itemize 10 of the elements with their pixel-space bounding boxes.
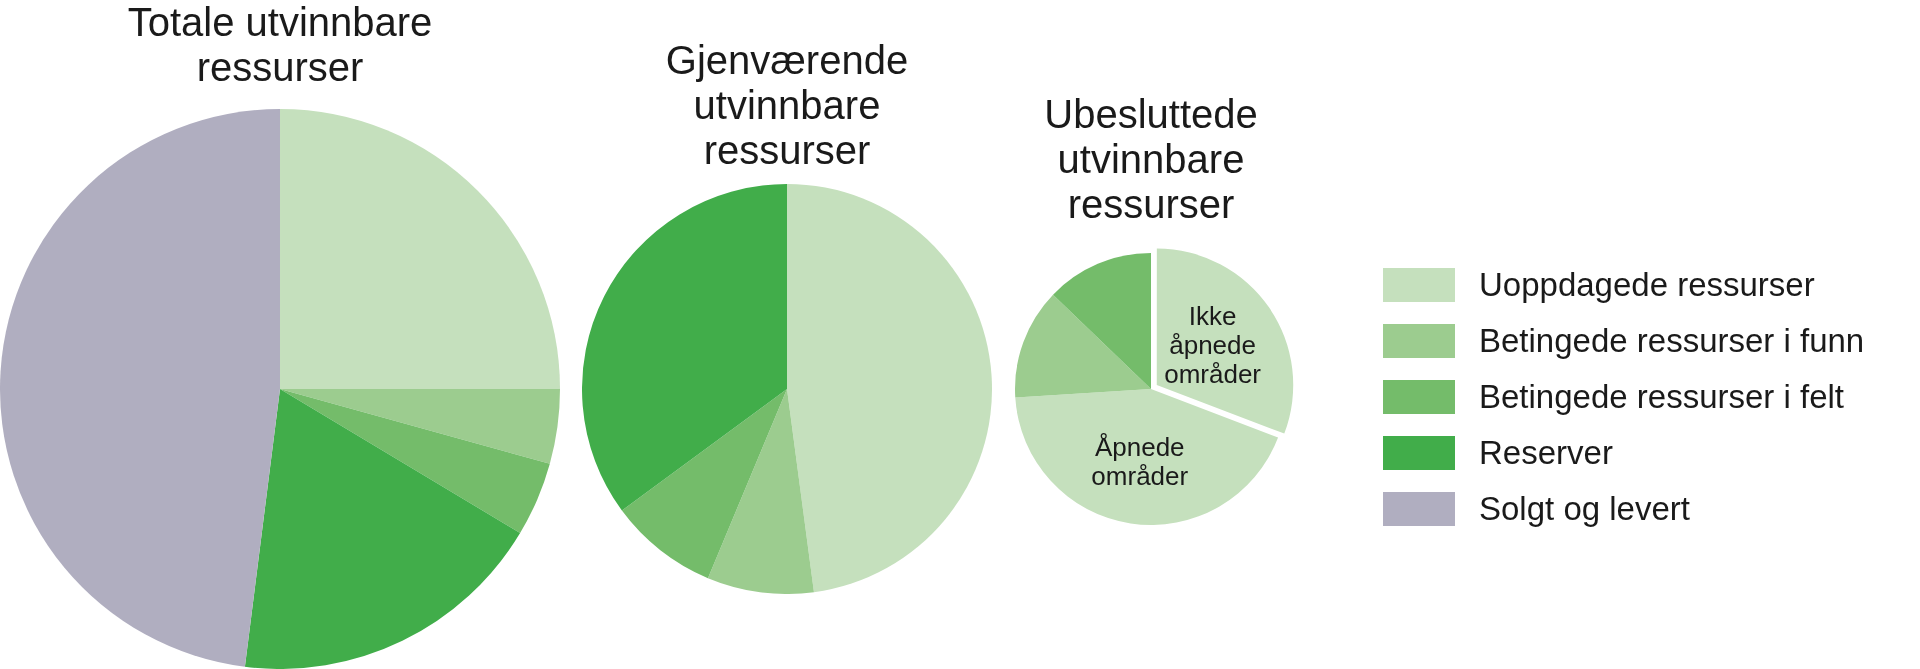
legend-label: Betingede ressurser i funn — [1479, 322, 1865, 360]
chart-title: Totale utvinnbare ressurser — [126, 0, 434, 90]
slice-label: Ikke åpnede områder — [1164, 300, 1262, 389]
legend-label: Solgt og levert — [1479, 490, 1690, 528]
legend-label: Uoppdagede ressurser — [1479, 266, 1815, 304]
legend-label: Reserver — [1479, 434, 1613, 472]
slice-label: Åpnede områder — [1091, 431, 1189, 491]
legend-label: Betingede ressurser i felt — [1479, 378, 1845, 416]
chart-title: Gjenværende utvinnbare ressurser — [664, 38, 910, 173]
chart-title: Ubesluttede utvinnbare ressurser — [1043, 92, 1259, 227]
